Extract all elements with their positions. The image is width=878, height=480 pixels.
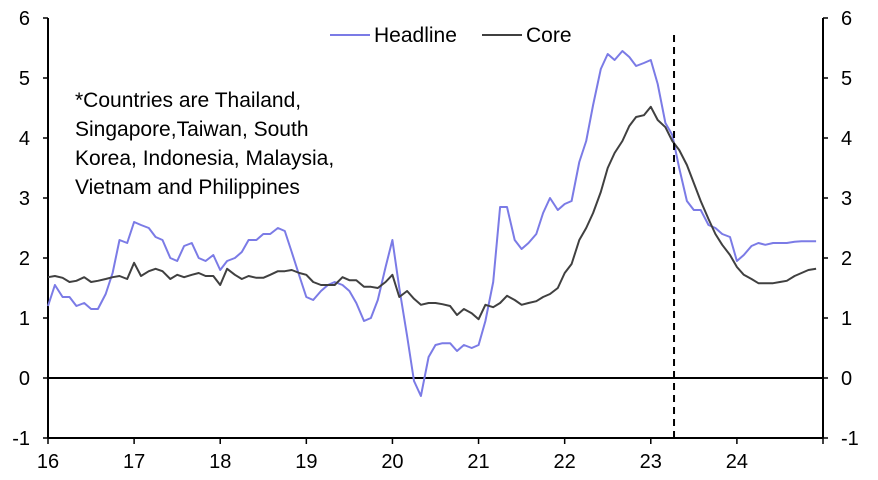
left-y-tick-label: 3 [19, 188, 30, 210]
note-line-3: Korea, Indonesia, Malaysia, [75, 147, 334, 170]
countries-note: *Countries are Thailand, Singapore,Taiwa… [75, 89, 334, 199]
legend: Headline Core [330, 24, 572, 47]
left-y-tick-label: -1 [12, 428, 30, 450]
series-lines [47, 50, 817, 397]
headline-series-line [47, 50, 817, 397]
x-tick-label: 20 [381, 451, 403, 473]
x-tick-label: 21 [467, 451, 489, 473]
x-tick-label: 16 [37, 451, 59, 473]
right-y-tick-label: 6 [841, 8, 852, 30]
x-tick-label: 17 [123, 451, 145, 473]
left-y-tick-label: 2 [19, 248, 30, 270]
right-y-tick-label: 3 [841, 188, 852, 210]
note-line-1: *Countries are Thailand, [75, 89, 301, 112]
x-tick-label: 19 [295, 451, 317, 473]
left-y-tick-label: 6 [19, 8, 30, 30]
legend-core-label: Core [526, 24, 572, 47]
legend-headline-label: Headline [374, 24, 457, 47]
x-tick-labels: 16 17 18 19 20 21 22 23 24 [37, 451, 748, 473]
x-tick-label: 22 [554, 451, 576, 473]
x-tick-label: 24 [726, 451, 748, 473]
axes [43, 17, 828, 444]
x-tick-label: 23 [640, 451, 662, 473]
left-y-tick-label: 0 [19, 368, 30, 390]
right-y-tick-labels: -1 0 1 2 3 4 5 6 [841, 8, 859, 450]
right-y-tick-label: 2 [841, 248, 852, 270]
left-y-tick-label: 5 [19, 68, 30, 90]
note-line-2: Singapore,Taiwan, South [75, 118, 309, 141]
x-tick-label: 18 [209, 451, 231, 473]
right-y-tick-label: 0 [841, 368, 852, 390]
core-series-line [47, 105, 817, 321]
right-y-tick-label: -1 [841, 428, 859, 450]
left-y-tick-label: 4 [19, 128, 30, 150]
left-y-tick-label: 1 [19, 308, 30, 330]
left-y-tick-labels: -1 0 1 2 3 4 5 6 [12, 8, 30, 450]
note-line-4: Vietnam and Philippines [75, 176, 300, 199]
right-y-tick-label: 1 [841, 308, 852, 330]
right-y-tick-label: 5 [841, 68, 852, 90]
right-y-tick-label: 4 [841, 128, 852, 150]
